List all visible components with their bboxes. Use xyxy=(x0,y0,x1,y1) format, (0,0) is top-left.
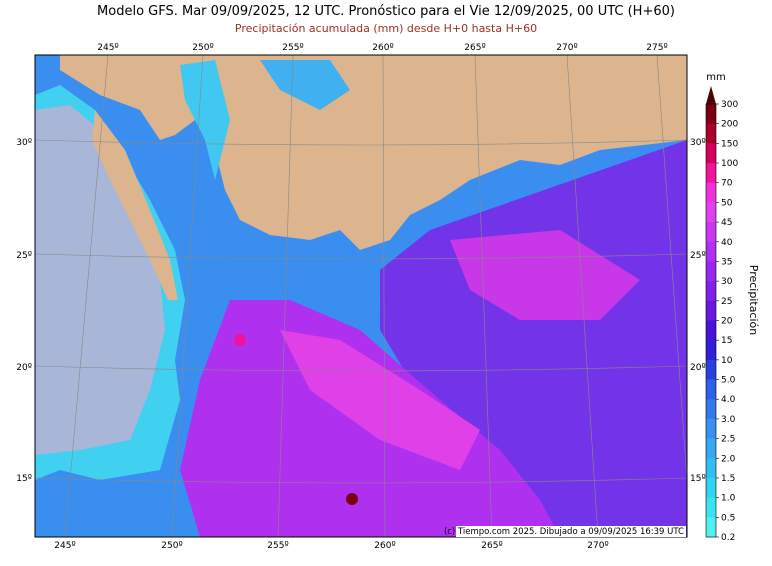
colorbar-label: 45 xyxy=(721,218,732,228)
colorbar-label: 1.5 xyxy=(721,474,735,484)
graticule xyxy=(35,55,687,537)
lon-label: 260º xyxy=(374,541,395,551)
lon-label: 250º xyxy=(161,541,182,551)
map-area xyxy=(35,55,687,537)
precip-east xyxy=(450,230,640,320)
lon-label: 245º xyxy=(54,541,75,551)
colorbar-segment xyxy=(706,359,716,381)
colorbar-label: 15 xyxy=(721,336,732,346)
colorbar-segment xyxy=(706,143,716,164)
lat-label: 25º xyxy=(690,251,706,261)
precip-heavy xyxy=(280,330,480,470)
colorbar-segment xyxy=(706,379,716,400)
colorbar-label: 300 xyxy=(721,100,738,110)
colorbar-label: 4.0 xyxy=(721,395,736,405)
colorbar-label: 0.2 xyxy=(721,533,735,543)
colorbar-label: 30 xyxy=(721,277,733,287)
colorbar-segment xyxy=(706,222,716,243)
lon-label: 275º xyxy=(646,43,667,53)
credit-box xyxy=(456,526,686,537)
colorbar-segment xyxy=(706,104,716,125)
colorbar-segment xyxy=(706,320,716,341)
colorbar-label: 2.0 xyxy=(721,454,736,464)
lon-label: 270º xyxy=(556,43,577,53)
colorbar-arrow xyxy=(706,86,716,104)
colorbar-segment xyxy=(706,281,716,302)
colorbar-segment xyxy=(706,261,716,282)
colorbar-segment xyxy=(706,497,716,518)
colorbar-segment xyxy=(706,418,716,440)
colorbar-label: 40 xyxy=(721,238,733,248)
colorbar-label: 25 xyxy=(721,297,732,307)
colorbar-segment xyxy=(706,399,716,420)
colorbar-label: 35 xyxy=(721,257,732,267)
lat-label: 20º xyxy=(16,363,32,373)
precip-north xyxy=(180,60,230,180)
colorbar-label: 100 xyxy=(721,159,738,169)
colorbar-segment xyxy=(706,477,716,499)
lat-label: 15º xyxy=(16,474,32,484)
colorbar-label: 2.5 xyxy=(721,435,735,445)
colorbar-segment xyxy=(706,517,716,538)
lat-label: 20º xyxy=(690,363,706,373)
lon-label: 260º xyxy=(372,43,393,53)
lon-label: 265º xyxy=(481,541,502,551)
baja-california xyxy=(92,110,178,300)
colorbar-segment xyxy=(706,300,716,321)
precip-max xyxy=(346,493,358,505)
colorbar-title: Precipitación xyxy=(747,265,760,336)
colorbar-segment xyxy=(706,241,716,262)
lat-label: 15º xyxy=(690,474,706,484)
lat-label: 30º xyxy=(16,138,32,148)
colorbar-frame xyxy=(705,103,717,538)
lat-label: 30º xyxy=(690,138,706,148)
subtitle: Precipitación acumulada (mm) desde H+0 h… xyxy=(235,22,537,35)
colorbar-label: 10 xyxy=(721,356,733,366)
lon-label: 250º xyxy=(192,43,213,53)
colorbar-label: 5.0 xyxy=(721,376,736,386)
colorbar-segment xyxy=(706,163,716,184)
map-frame xyxy=(34,54,688,538)
colorbar-segment xyxy=(706,123,716,144)
title: Modelo GFS. Mar 09/09/2025, 12 UTC. Pron… xyxy=(97,4,675,19)
colorbar-segment xyxy=(706,458,716,479)
colorbar-label: 70 xyxy=(721,179,733,189)
colorbar-segment xyxy=(706,182,716,203)
colorbar-segment xyxy=(706,438,716,459)
colorbar-segment xyxy=(706,340,716,361)
credit: (c) Tiempo.com 2025. Dibujado a 09/09/20… xyxy=(444,527,684,537)
colorbar-label: 150 xyxy=(721,139,738,149)
colorbar-segment xyxy=(706,202,716,223)
colorbar-unit: mm xyxy=(706,72,725,83)
lon-label: 245º xyxy=(97,43,118,53)
dry-pacific xyxy=(35,105,165,455)
lon-label: 255º xyxy=(282,43,303,53)
colorbar-label: 3.0 xyxy=(721,415,736,425)
lon-label: 255º xyxy=(267,541,288,551)
colorbar-label: 20 xyxy=(721,317,733,327)
lat-label: 25º xyxy=(16,251,32,261)
precip-north-2 xyxy=(260,60,350,110)
colorbar-label: 0.5 xyxy=(721,513,735,523)
colorbar-label: 50 xyxy=(721,198,733,208)
colorbar-label: 200 xyxy=(721,120,738,130)
lon-label: 270º xyxy=(587,541,608,551)
lon-label: 265º xyxy=(464,43,485,53)
precip-max-2 xyxy=(234,334,246,346)
colorbar-label: 1.0 xyxy=(721,494,736,504)
